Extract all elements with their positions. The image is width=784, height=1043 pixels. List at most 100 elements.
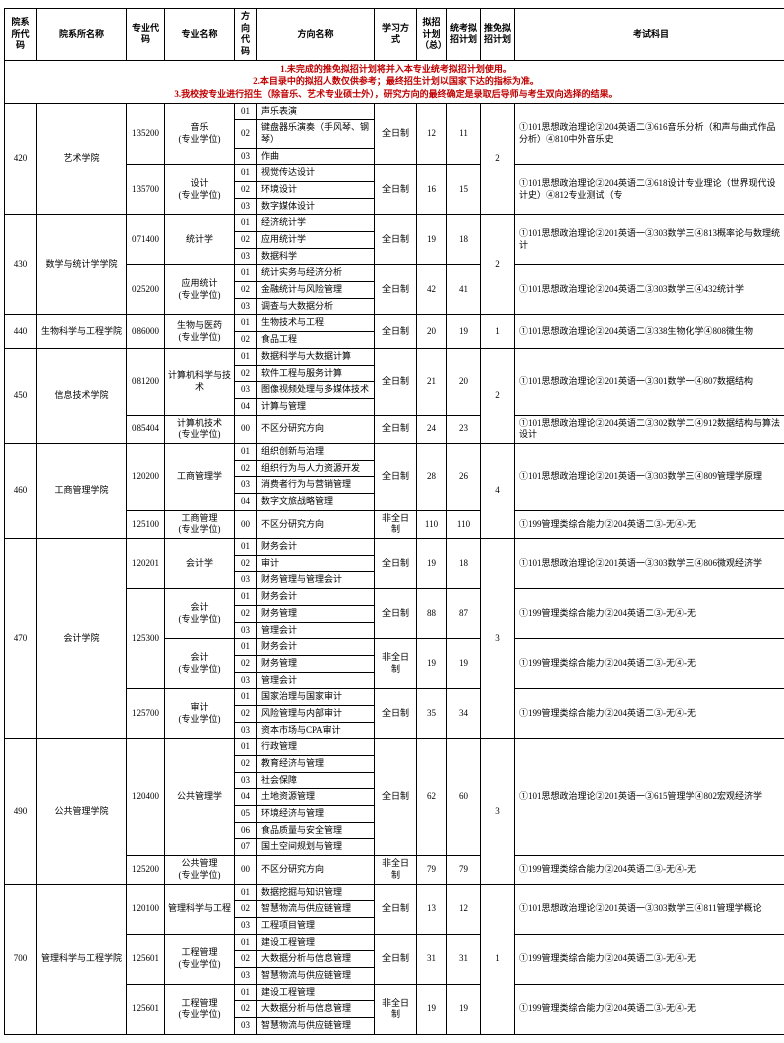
cell: 19 [447,315,481,348]
cell: 工商管理学 [165,443,235,510]
cell: 19 [417,539,447,589]
cell: ①101思想政治理论②201英语一③301数学一④807数据结构 [515,348,784,415]
cell: 12 [417,103,447,165]
cell: 生物科学与工程学院 [37,315,127,348]
cell: 国土空间规划与管理 [257,839,375,856]
cell: 1 [481,884,515,1034]
cell: 00 [235,510,257,538]
cell: 03 [235,672,257,689]
cell: 450 [5,348,37,443]
cell: 经济统计学 [257,215,375,232]
table-row: 420艺术学院135200音乐(专业学位)01声乐表演全日制12112①101思… [5,103,784,120]
cell: ①199管理类综合能力②204英语二③-无④-无 [515,689,784,739]
cell: 19 [447,984,481,1034]
cell: 03 [235,967,257,984]
cell: 智慧物流与供应链管理 [257,1018,375,1035]
cell: 01 [235,103,257,120]
cell: 28 [417,443,447,510]
note-row: 1.未完成的推免拟招计划将并入本专业统考拟招计划使用。 2.本目录中的拟招人数仅… [5,60,784,103]
cell: ①199管理类综合能力②204英语二③-无④-无 [515,639,784,689]
cell: 环境设计 [257,181,375,198]
cell: 非全日制 [375,856,417,884]
cell: 图像视频处理与多媒体技术 [257,382,375,399]
col-dir-name: 方向名称 [257,9,375,61]
table-header: 院系所代码 院系所名称 专业代码 专业名称 方向代码 方向名称 学习方式 拟招计… [5,9,784,61]
cell: ①101思想政治理论②204英语二③302数学二④912数据结构与算法设计 [515,415,784,443]
cell: 01 [235,539,257,556]
cell: 20 [417,315,447,348]
cell: 2 [481,103,515,215]
cell: 430 [5,215,37,315]
cell: 06 [235,822,257,839]
cell: 全日制 [375,348,417,415]
cell: 3 [481,539,515,739]
cell: 12 [447,884,481,934]
cell: 01 [235,639,257,656]
cell: 19 [417,984,447,1034]
cell: 01 [235,689,257,706]
cell: 艺术学院 [37,103,127,215]
cell: 03 [235,622,257,639]
col-major-code: 专业代码 [127,9,165,61]
cell: 26 [447,443,481,510]
table-row: 430数学与统计学学院071400统计学01经济统计学全日制19182①101思… [5,215,784,232]
table-row: 490公共管理学院120400公共管理学01行政管理全日制62603①101思想… [5,739,784,756]
cell: 不区分研究方向 [257,510,375,538]
cell: ①101思想政治理论②204英语二③303数学三④432统计学 [515,265,784,315]
cell: ①101思想政治理论②204英语二③338生物化学④808微生物 [515,315,784,348]
cell: 全日制 [375,739,417,856]
cell: 管理会计 [257,672,375,689]
cell: 086000 [127,315,165,348]
cell: 41 [447,265,481,315]
cell: 02 [235,332,257,349]
cell: 1 [481,315,515,348]
cell: 社会保障 [257,772,375,789]
cell: 79 [447,856,481,884]
cell: 31 [447,934,481,984]
cell: ①101思想政治理论②201英语一③615管理学④802宏观经济学 [515,739,784,856]
cell: 01 [235,215,257,232]
cell: 计算机科学与技术 [165,348,235,415]
cell: 生物与医药(专业学位) [165,315,235,348]
cell: 02 [235,460,257,477]
cell: 42 [417,265,447,315]
cell: 审计(专业学位) [165,689,235,739]
cell: 全日制 [375,165,417,215]
cell: 统计学 [165,215,235,265]
cell: 02 [235,756,257,773]
cell: 全日制 [375,884,417,934]
cell: 03 [235,772,257,789]
cell: 01 [235,589,257,606]
cell: 非全日制 [375,510,417,538]
cell: 11 [447,103,481,165]
cell: 19 [447,639,481,689]
cell: 01 [235,984,257,1001]
cell: 13 [417,884,447,934]
cell: 大数据分析与信息管理 [257,951,375,968]
cell: 财务管理与管理会计 [257,572,375,589]
cell: 03 [235,572,257,589]
cell: 建设工程管理 [257,934,375,951]
cell: 财务会计 [257,589,375,606]
cell: 04 [235,494,257,511]
cell: 软件工程与服务计算 [257,365,375,382]
cell: ①101思想政治理论②201英语一③303数学三④811管理学概论 [515,884,784,934]
table-row: 700管理科学与工程学院120100管理科学与工程01数据挖掘与知识管理全日制1… [5,884,784,901]
cell: 02 [235,120,257,148]
cell: 大数据分析与信息管理 [257,1001,375,1018]
cell: 02 [235,705,257,722]
cell: 20 [447,348,481,415]
cell: 风险管理与内部审计 [257,705,375,722]
cell: 数据科学 [257,248,375,265]
col-dept-code: 院系所代码 [5,9,37,61]
cell: 全日制 [375,315,417,348]
cell: 03 [235,1018,257,1035]
cell: ①199管理类综合能力②204英语二③-无④-无 [515,934,784,984]
cell: 3 [481,739,515,884]
cell: 不区分研究方向 [257,415,375,443]
cell: 110 [447,510,481,538]
cell: 金融统计与风险管理 [257,282,375,299]
cell: 管理科学与工程 [165,884,235,934]
cell: 01 [235,348,257,365]
cell: 23 [447,415,481,443]
